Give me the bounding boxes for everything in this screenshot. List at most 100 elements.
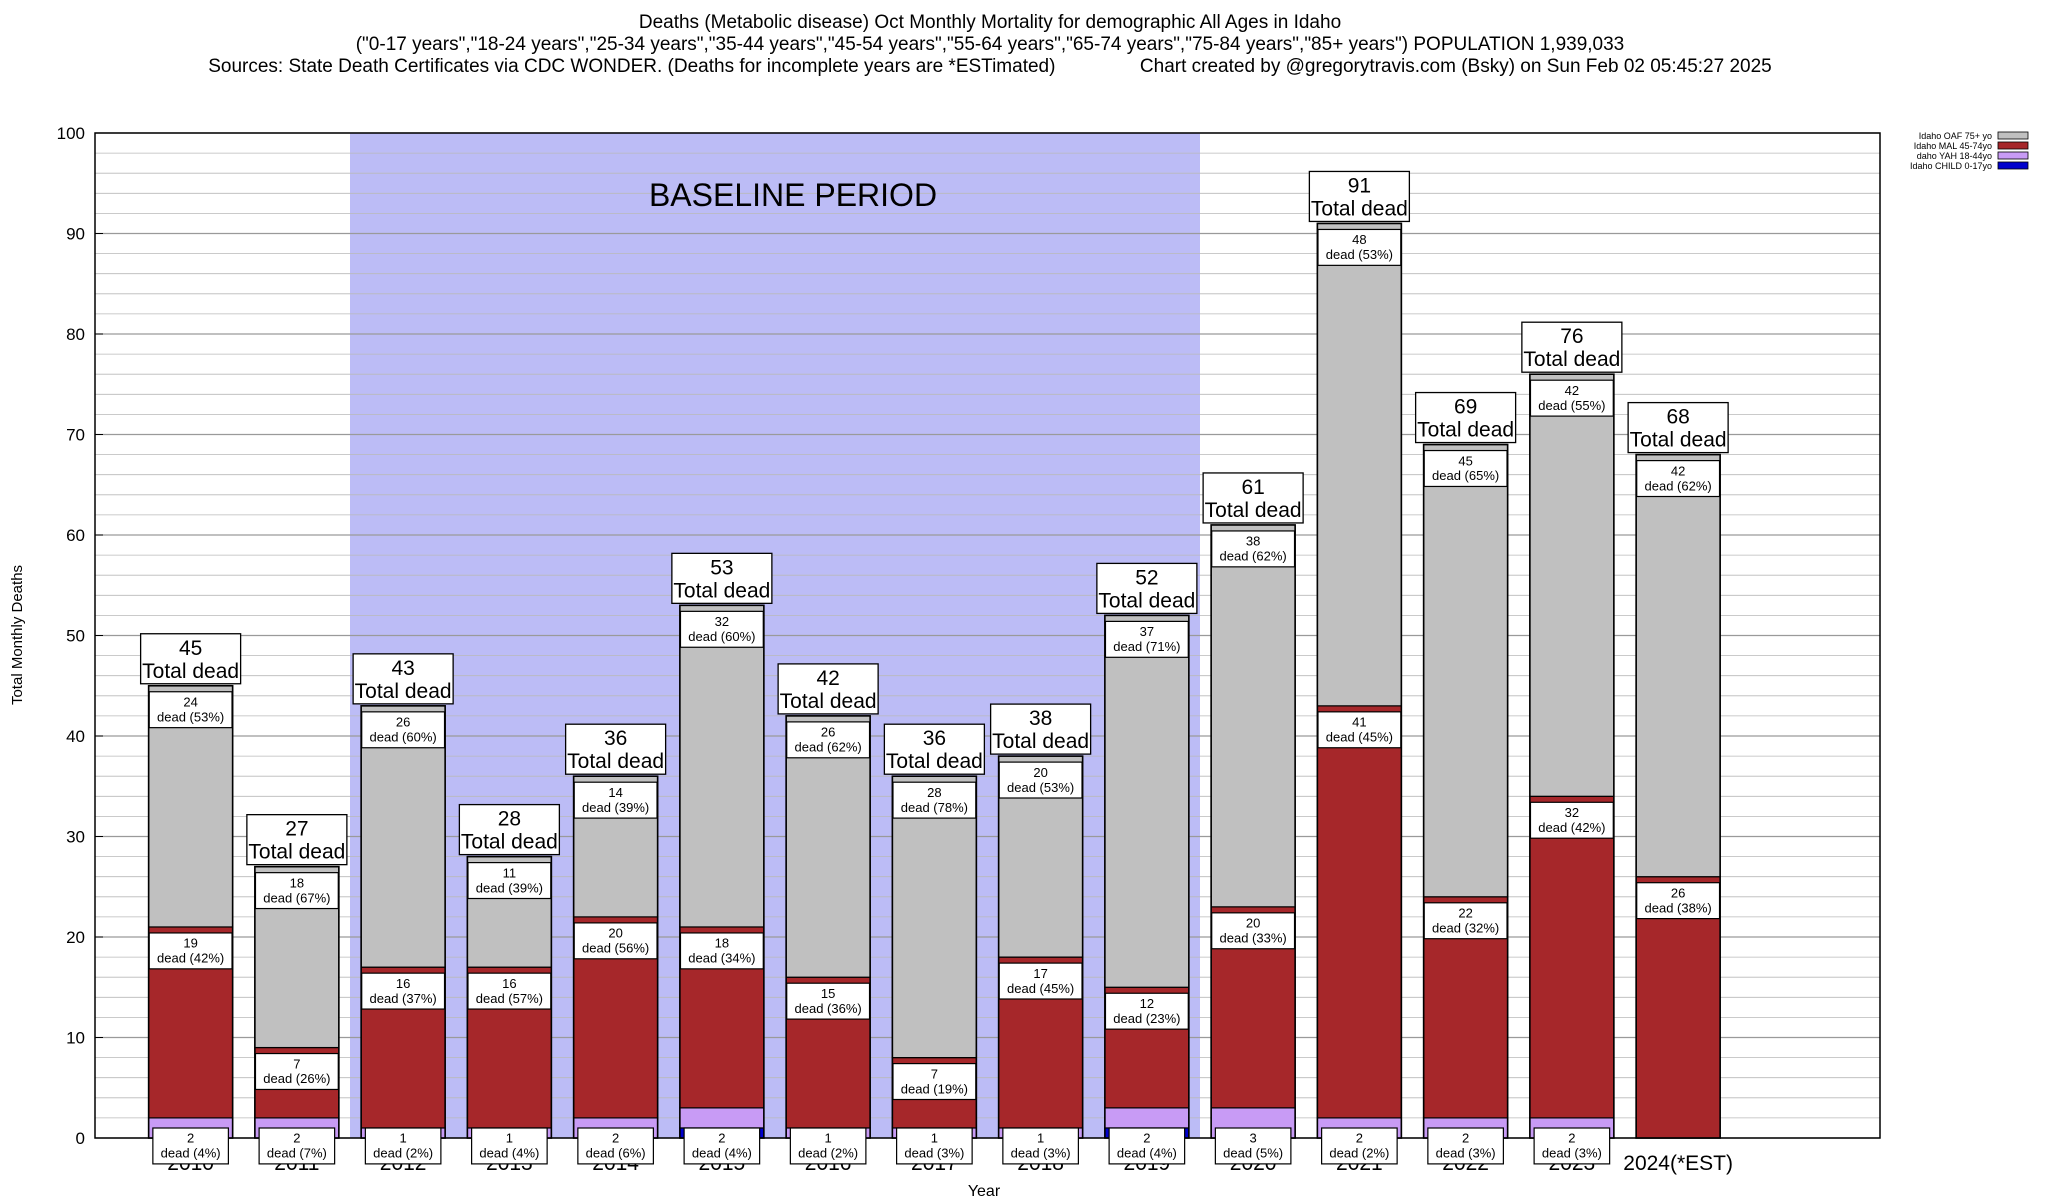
segment-value-label: 28 — [927, 785, 941, 800]
chart-title: Deaths (Metabolic disease) Oct Monthly M… — [638, 12, 1342, 33]
segment-value-label: 24 — [183, 694, 197, 709]
segment-value-label: 11 — [503, 865, 517, 880]
segment-value-label: 38 — [1246, 534, 1260, 549]
segment-value-label: 1 — [506, 1131, 513, 1146]
total-value-label: 43 — [391, 657, 414, 680]
segment-value-label: dead (23%) — [1113, 1011, 1180, 1026]
y-tick-label: 80 — [66, 325, 85, 344]
segment-value-label-box — [1002, 1127, 1079, 1165]
segment-value-label: 16 — [502, 976, 516, 991]
y-tick-label: 50 — [66, 627, 85, 646]
segment-value-label-box — [471, 1127, 548, 1165]
y-tick-label: 10 — [66, 1029, 85, 1048]
legend-swatch — [1997, 161, 2029, 170]
segment-value-label-box — [573, 781, 658, 819]
segment-value-label: 32 — [1565, 805, 1579, 820]
total-value-label: 91 — [1348, 174, 1371, 197]
segment-value-label: dead (71%) — [1113, 639, 1180, 654]
segment-value-label: dead (5%) — [1223, 1146, 1283, 1161]
bar-segment — [1210, 524, 1296, 908]
segment-value-label-box — [254, 872, 339, 910]
total-value-label: 36 — [604, 727, 627, 750]
segment-value-label: 12 — [1140, 996, 1154, 1011]
total-caption-label: Total dead — [1098, 589, 1195, 612]
segment-value-label: dead (33%) — [1220, 931, 1287, 946]
segment-value-label: dead (45%) — [1326, 730, 1393, 745]
legend-swatch — [1997, 151, 2029, 160]
segment-value-label-box — [467, 972, 552, 1010]
segment-value-label: 1 — [400, 1131, 407, 1146]
segment-value-label: 20 — [1033, 765, 1047, 780]
segment-value-label: dead (67%) — [263, 890, 330, 905]
segment-value-label: dead (42%) — [1538, 820, 1605, 835]
segment-value-label-box — [1317, 228, 1402, 266]
segment-value-label: dead (4%) — [161, 1146, 221, 1161]
bar-segment — [1104, 614, 1190, 988]
segment-value-label: 2 — [1356, 1131, 1363, 1146]
bar-segment — [1316, 222, 1402, 707]
segment-value-label: dead (53%) — [157, 709, 224, 724]
segment-value-label: dead (2%) — [798, 1146, 858, 1161]
segment-value-label: dead (36%) — [795, 1001, 862, 1016]
segment-value-label: dead (39%) — [476, 880, 543, 895]
total-caption-label: Total dead — [1523, 348, 1620, 371]
bar-segment — [1423, 443, 1509, 898]
bar-segment — [1635, 876, 1721, 1139]
total-value-label: 38 — [1029, 707, 1052, 730]
total-label-box — [671, 552, 773, 604]
segment-value-label: 19 — [183, 936, 197, 951]
segment-value-label: dead (6%) — [586, 1146, 646, 1161]
segment-value-label: dead (37%) — [370, 991, 437, 1006]
segment-value-label-box — [1423, 449, 1508, 488]
segment-value-label: 26 — [1671, 885, 1685, 900]
segment-value-label-box — [1211, 912, 1296, 950]
bar-segment — [1529, 795, 1615, 1119]
segment-value-label: 17 — [1033, 966, 1047, 981]
segment-value-label: dead (53%) — [1007, 780, 1074, 795]
segment-value-label-box — [1529, 801, 1614, 839]
y-axis-title: Total Monthly Deaths — [9, 565, 26, 705]
segment-value-label: dead (42%) — [157, 951, 224, 966]
total-value-label: 68 — [1666, 406, 1689, 429]
segment-value-label-box — [1321, 1127, 1398, 1165]
legend-label: Idaho OAF 75+ yo — [1919, 131, 1992, 141]
segment-value-label: dead (60%) — [370, 730, 437, 745]
total-value-label: 28 — [498, 808, 521, 831]
segment-value-label-box — [577, 1127, 654, 1165]
y-tick-label: 40 — [66, 727, 85, 746]
segment-value-label-box — [998, 761, 1083, 799]
legend-swatch — [1997, 131, 2029, 140]
segment-value-label: dead (3%) — [1542, 1146, 1602, 1161]
segment-value-label: dead (3%) — [1011, 1146, 1071, 1161]
segment-value-label: 2 — [293, 1131, 300, 1146]
segment-value-label-box — [786, 721, 871, 759]
total-caption-label: Total dead — [355, 680, 452, 703]
total-caption-label: Total dead — [780, 690, 877, 713]
sources-text: Sources: State Death Certificates via CD… — [208, 56, 1056, 77]
segment-value-label: dead (4%) — [1117, 1146, 1177, 1161]
segment-value-label: dead (57%) — [476, 991, 543, 1006]
total-value-label: 53 — [710, 556, 733, 579]
legend-label: Idaho CHILD 0-17yo — [1910, 161, 1992, 171]
segment-value-label: dead (62%) — [1220, 549, 1287, 564]
total-label-box — [458, 803, 561, 856]
segment-value-label: dead (53%) — [1326, 247, 1393, 262]
segment-value-label: 2 — [1568, 1131, 1575, 1146]
total-label-box — [352, 653, 454, 705]
segment-value-label: 18 — [715, 936, 729, 951]
segment-value-label: 14 — [608, 785, 622, 800]
segment-value-label: dead (26%) — [263, 1071, 330, 1086]
segment-value-label: dead (65%) — [1432, 468, 1499, 483]
segment-value-label: dead (4%) — [692, 1146, 752, 1161]
segment-value-label: 16 — [396, 976, 410, 991]
segment-value-label: 1 — [1037, 1131, 1044, 1146]
segment-value-label: dead (2%) — [1329, 1146, 1389, 1161]
segment-value-label: 3 — [1250, 1131, 1257, 1146]
segment-value-label: dead (2%) — [373, 1146, 433, 1161]
total-label-box — [777, 663, 879, 715]
total-caption-label: Total dead — [248, 841, 345, 864]
total-label-box — [1414, 391, 1517, 444]
chart-sources-line: Sources: State Death Certificates via CD… — [0, 56, 1980, 78]
segment-value-label-box — [254, 1052, 339, 1091]
